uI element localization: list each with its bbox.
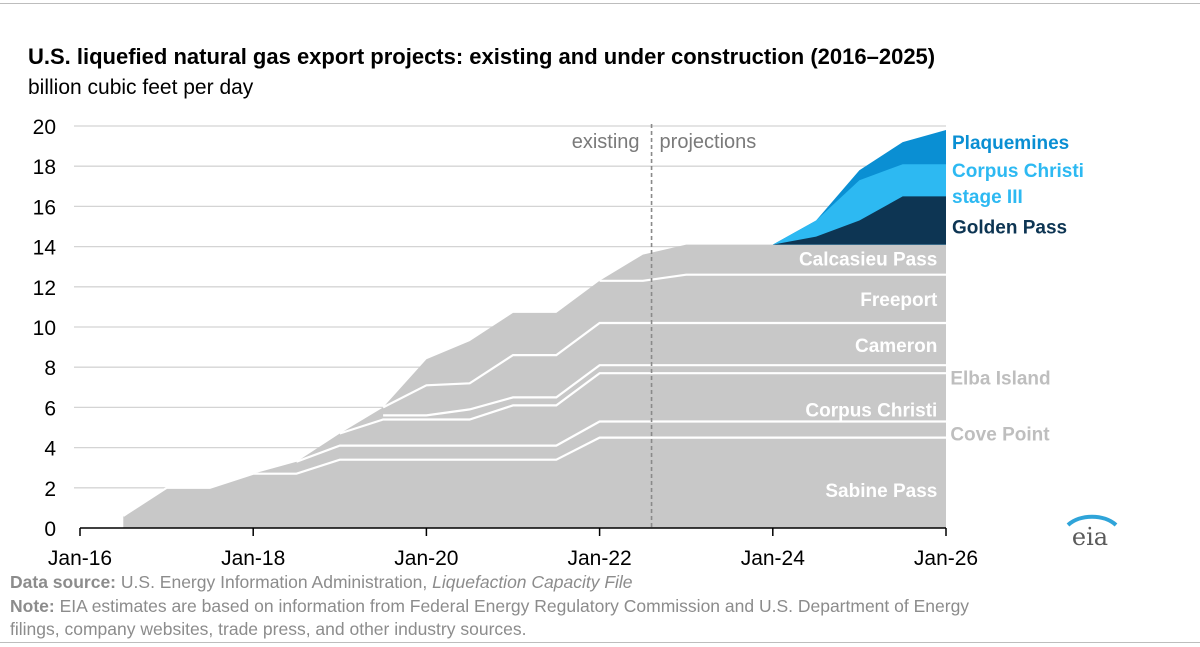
label-corpus-christi: Corpus Christi <box>805 400 937 421</box>
label-calcasieu-pass: Calcasieu Pass <box>799 250 937 271</box>
x-tick-label: Jan-20 <box>394 547 458 570</box>
existing-capacity-area <box>123 244 947 528</box>
eia-logo-text: eia <box>1072 523 1108 548</box>
y-tick-label: 12 <box>33 277 56 300</box>
chart-subtitle: billion cubic feet per day <box>28 76 254 99</box>
label-cove-point: Cove Point <box>950 425 1050 446</box>
y-tick-label: 16 <box>33 196 56 219</box>
divider-label-projections: projections <box>660 131 757 153</box>
note-text-line1: EIA estimates are based on information f… <box>59 596 970 616</box>
data-source-text: U.S. Energy Information Administration, <box>120 572 428 592</box>
label-elba-island: Elba Island <box>950 368 1050 389</box>
top-rule <box>0 3 1200 4</box>
eia-logo: eia <box>1066 514 1118 548</box>
boundary-freeport <box>599 273 946 282</box>
y-tick-label: 20 <box>33 116 56 139</box>
legend-label: stage III <box>952 187 1023 208</box>
label-sabine-pass: Sabine Pass <box>825 481 937 502</box>
data-source-label: Data source: <box>10 572 117 592</box>
note-line2: filings, company websites, trade press, … <box>10 619 527 639</box>
y-tick-label: 18 <box>33 156 56 179</box>
boundary-sabine-pass <box>122 436 946 517</box>
label-cameron: Cameron <box>855 336 937 357</box>
y-tick-label: 6 <box>44 397 56 420</box>
legend-label: Plaquemines <box>952 133 1069 154</box>
note: Note: EIA estimates are based on informa… <box>10 596 969 617</box>
x-tick-label: Jan-18 <box>221 547 285 570</box>
y-tick-label: 4 <box>44 438 56 461</box>
data-source-file: Liquefaction Capacity File <box>432 572 633 592</box>
legend-label: Golden Pass <box>952 218 1067 239</box>
data-source: Data source: U.S. Energy Information Adm… <box>10 572 633 593</box>
y-tick-label: 2 <box>44 478 56 501</box>
boundary-cove-point <box>296 420 946 463</box>
divider-label-existing: existing <box>572 131 640 153</box>
x-tick-label: Jan-26 <box>914 547 978 570</box>
x-tick-label: Jan-22 <box>567 547 631 570</box>
chart: 0 2 4 6 8 10 12 14 16 18 20 Jan-16 Jan-18 Jan-20 Jan-2… <box>33 116 1084 570</box>
boundary-corpus-christi <box>339 372 946 435</box>
note-label: Note: <box>10 596 55 616</box>
x-tick-label: Jan-16 <box>48 547 112 570</box>
bottom-rule <box>0 642 1200 643</box>
boundary-cameron <box>382 321 946 409</box>
legend-label: Corpus Christi <box>952 161 1084 182</box>
y-tick-label: 10 <box>33 317 56 340</box>
y-tick-label: 0 <box>44 518 56 541</box>
x-tick-label: Jan-24 <box>741 547 806 570</box>
chart-title: U.S. liquefied natural gas export projec… <box>28 44 936 69</box>
y-tick-label: 8 <box>44 357 56 380</box>
boundary-elba-island <box>383 364 946 417</box>
label-freeport: Freeport <box>860 290 938 311</box>
eia-logo-arc <box>1066 514 1118 527</box>
y-tick-label: 14 <box>33 237 57 260</box>
area-golden-pass <box>772 196 946 245</box>
